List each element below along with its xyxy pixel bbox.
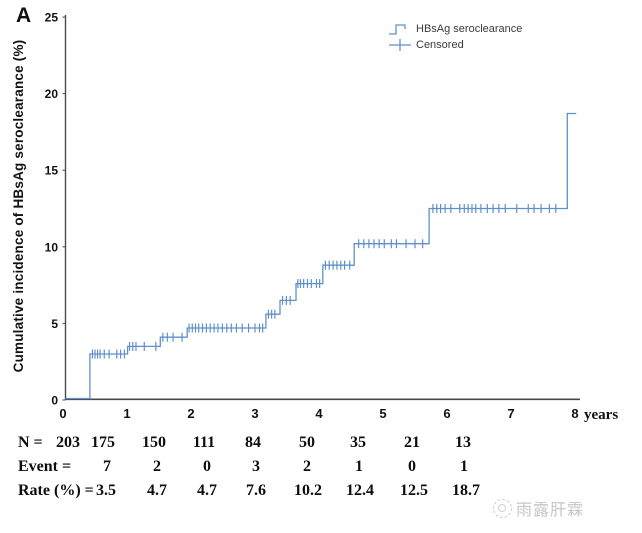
risk-table-cell: 35 <box>350 434 366 451</box>
step-line-icon <box>389 23 406 35</box>
x-tick-label: 3 <box>251 406 258 421</box>
y-tick-label: 10 <box>45 240 59 254</box>
risk-table-row-label: Rate (%) = <box>18 482 94 499</box>
legend: HBsAg seroclearance Censored <box>388 21 522 52</box>
risk-table-cell: 4.7 <box>197 482 217 499</box>
x-tick-label: 4 <box>315 406 323 421</box>
x-tick-label: 0 <box>59 406 66 421</box>
watermark-text: 雨露肝霖 <box>516 502 585 519</box>
risk-table-cell: 3 <box>252 458 260 475</box>
risk-table-cell: 111 <box>192 434 216 451</box>
seroclearance-step-curve <box>65 112 577 400</box>
risk-table-cell: 50 <box>299 434 315 451</box>
risk-table-cell: 7.6 <box>246 482 266 499</box>
risk-table-cell: 1 <box>460 458 468 475</box>
risk-table-row-label: N = <box>18 434 43 451</box>
risk-table-cell: 3.5 <box>96 482 116 499</box>
x-tick-label: 1 <box>123 406 130 421</box>
risk-table-cell: 175 <box>91 434 115 451</box>
y-tick-label: 15 <box>45 164 59 178</box>
axes <box>64 15 580 401</box>
censored-plus-icon <box>389 38 411 51</box>
km-plot-area: 0 5 10 15 20 25 0 1 2 3 4 5 6 7 8 years <box>45 11 619 424</box>
legend-label-seroclearance: HBsAg seroclearance <box>416 22 523 35</box>
x-axis-unit-label: years <box>584 407 618 423</box>
risk-table-cell: 13 <box>455 434 471 451</box>
legend-label-censored: Censored <box>416 38 464 51</box>
risk-table-cell: 12.4 <box>346 482 374 499</box>
x-tick-label: 2 <box>187 406 194 421</box>
risk-table-cell: 2 <box>303 458 311 475</box>
censored-tick-marks <box>91 204 557 359</box>
risk-table-cell: 2 <box>153 458 161 475</box>
x-tick-label: 8 <box>571 406 578 421</box>
y-tick-label: 20 <box>45 87 59 101</box>
risk-table-cell: 0 <box>203 458 211 475</box>
y-tick-label: 0 <box>51 394 58 408</box>
risk-table-cell: 18.7 <box>452 482 480 499</box>
y-tick-label: 5 <box>51 317 58 331</box>
logo-circle-icon <box>493 498 512 518</box>
risk-table-cell: 4.7 <box>147 482 167 499</box>
y-tick-label: 25 <box>45 11 59 25</box>
risk-table-cell: 10.2 <box>294 482 322 499</box>
axis-tick-labels: 0 5 10 15 20 25 0 1 2 3 4 5 6 7 8 <box>45 11 579 422</box>
panel-letter-label: A <box>16 4 32 27</box>
risk-table-cell: 1 <box>355 458 363 475</box>
watermark: 雨露肝霖 <box>493 496 584 520</box>
legend-entry-censored: Censored <box>388 37 522 52</box>
x-tick-label: 7 <box>507 406 514 421</box>
x-tick-label: 5 <box>379 406 386 421</box>
risk-table-cell: 21 <box>404 434 420 451</box>
risk-table-row-label: Event = <box>18 458 72 475</box>
risk-table-cell: 7 <box>103 458 111 475</box>
risk-table-cell: 150 <box>142 434 166 451</box>
risk-table-cell: 84 <box>245 434 261 451</box>
risk-table-cell: 12.5 <box>400 482 428 499</box>
risk-table-cell: 203 <box>56 434 80 451</box>
legend-entry-seroclearance: HBsAg seroclearance <box>388 21 522 36</box>
hbsag-seroclearance-curve <box>65 112 577 400</box>
risk-table-cell: 0 <box>408 458 416 475</box>
x-tick-label: 6 <box>443 406 450 421</box>
